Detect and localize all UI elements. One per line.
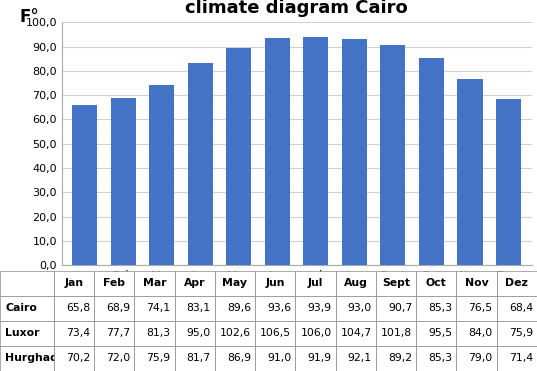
Bar [458,79,483,265]
Bar [496,99,521,265]
Bar [149,85,175,265]
Bar [111,98,136,265]
Bar [265,38,290,265]
Bar [342,39,367,265]
Bar [419,58,444,265]
Bar [72,105,97,265]
Bar [303,37,329,265]
Title: climate diagram Cairo: climate diagram Cairo [185,0,408,17]
Bar [227,47,251,265]
Bar [380,45,405,265]
Text: F°: F° [19,8,39,26]
Bar [188,63,213,265]
